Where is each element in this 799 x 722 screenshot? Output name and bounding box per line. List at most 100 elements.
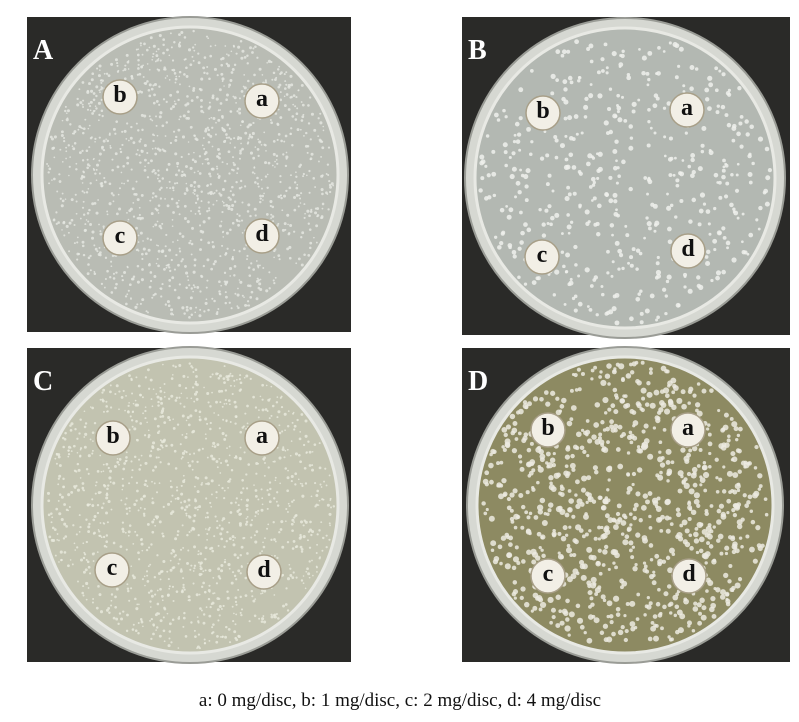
colony [197,550,200,553]
colony [564,134,568,138]
colony [229,228,232,232]
colony [515,180,521,186]
colony [259,264,261,267]
colony [600,57,605,62]
colony [326,503,330,507]
colony [567,633,571,637]
colony [254,146,257,148]
colony [286,540,290,544]
colony [520,525,525,530]
colony [188,531,191,534]
colony [683,477,688,482]
colony [142,512,146,516]
colony [226,463,229,467]
colony [221,126,224,129]
colony [87,102,91,105]
colony [612,561,616,565]
colony [131,628,135,631]
colony [285,155,289,159]
colony [223,179,227,183]
colony [605,71,609,75]
colony [302,524,305,527]
colony [256,176,259,180]
colony [76,462,80,466]
colony [241,49,245,53]
colony [109,481,112,484]
colony [94,492,97,495]
colony [121,484,125,487]
colony [713,247,717,252]
colony [623,614,627,618]
colony [584,267,590,273]
colony [296,128,300,132]
colony [151,446,155,450]
colony [300,83,304,87]
colony [193,151,195,154]
colony [194,311,197,314]
colony [721,489,727,494]
colony [691,445,698,452]
colony [717,408,721,413]
colony [281,573,285,577]
colony [734,483,741,490]
colony [96,503,100,507]
colony [135,180,138,183]
colony [307,253,311,257]
colony [506,214,512,220]
colony [512,254,517,259]
disc-label: b [541,415,554,441]
colony [573,308,578,313]
colony [238,279,241,281]
colony [139,231,143,235]
colony [498,493,504,500]
colony [546,512,550,517]
colony [196,194,199,197]
colony [148,83,152,87]
colony [300,119,304,122]
colony [155,629,157,631]
colony [75,168,78,171]
colony [552,451,556,456]
colony [281,209,284,212]
disc [94,552,130,588]
colony [680,447,686,453]
colony [501,426,508,433]
colony [675,302,681,308]
colony [227,479,231,483]
colony [161,409,165,413]
colony [137,621,140,624]
colony [82,127,86,131]
colony [252,82,255,85]
colony [571,165,577,170]
colony [634,563,638,567]
colony [204,516,207,519]
colony [277,133,281,136]
colony [122,610,125,613]
colony [613,524,619,530]
colony [279,482,281,485]
colony [537,504,544,511]
colony [594,439,601,445]
colony [326,163,330,166]
colony [202,137,205,139]
colony [60,204,64,208]
colony [173,41,176,44]
colony [276,617,280,620]
colony [215,312,219,316]
colony [588,307,593,312]
colony [95,481,98,484]
colony [189,414,193,418]
colony [732,210,736,214]
colony [128,506,131,510]
colony [608,129,614,135]
colony [246,304,249,307]
agar [40,25,340,325]
colony [687,624,691,628]
colony [601,505,607,511]
colony [593,422,600,428]
colony [600,533,606,540]
colony [128,402,130,404]
colony [157,264,160,268]
colony [170,552,173,555]
colony [225,133,228,136]
